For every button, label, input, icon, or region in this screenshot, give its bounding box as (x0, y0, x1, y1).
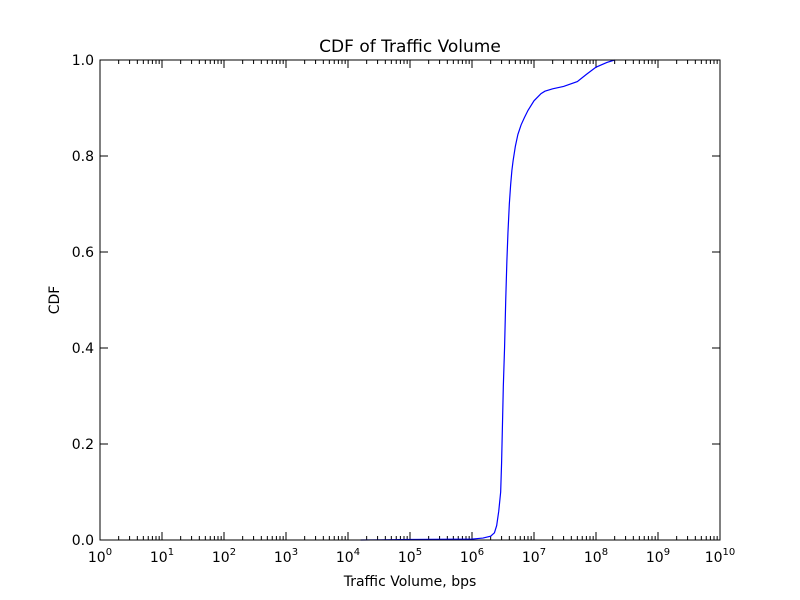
x-tick-label: 104 (336, 547, 360, 566)
x-tick-label: 107 (522, 547, 546, 566)
x-tick-label: 103 (274, 547, 298, 566)
x-tick-label: 108 (584, 547, 608, 566)
axis-ticks (99, 59, 721, 541)
plot-frame (99, 59, 721, 541)
y-tick-label: 0.4 (72, 341, 94, 357)
y-tick-label: 1.0 (72, 53, 94, 69)
chart-title: CDF of Traffic Volume (319, 37, 501, 57)
y-axis-label: CDF (47, 286, 63, 315)
x-tick-label: 100 (88, 547, 112, 566)
x-tick-label: 109 (646, 547, 670, 566)
series-line-cdf (360, 59, 615, 541)
x-axis-label: Traffic Volume, bps (343, 574, 477, 590)
x-tick-label: 106 (460, 547, 484, 566)
x-tick-label: 102 (212, 547, 236, 566)
y-tick-label: 0.6 (72, 245, 94, 261)
y-tick-label: 0.2 (72, 437, 94, 453)
axis-tick-labels: 100 101 102 103 104 105 106 107 108 109 1010 0.0 0.2… (72, 53, 736, 566)
y-tick-label: 0.0 (72, 533, 94, 549)
x-tick-label: 1010 (705, 547, 736, 566)
x-tick-label: 105 (398, 547, 422, 566)
x-tick-label: 101 (150, 547, 174, 566)
y-tick-label: 0.8 (72, 149, 94, 165)
